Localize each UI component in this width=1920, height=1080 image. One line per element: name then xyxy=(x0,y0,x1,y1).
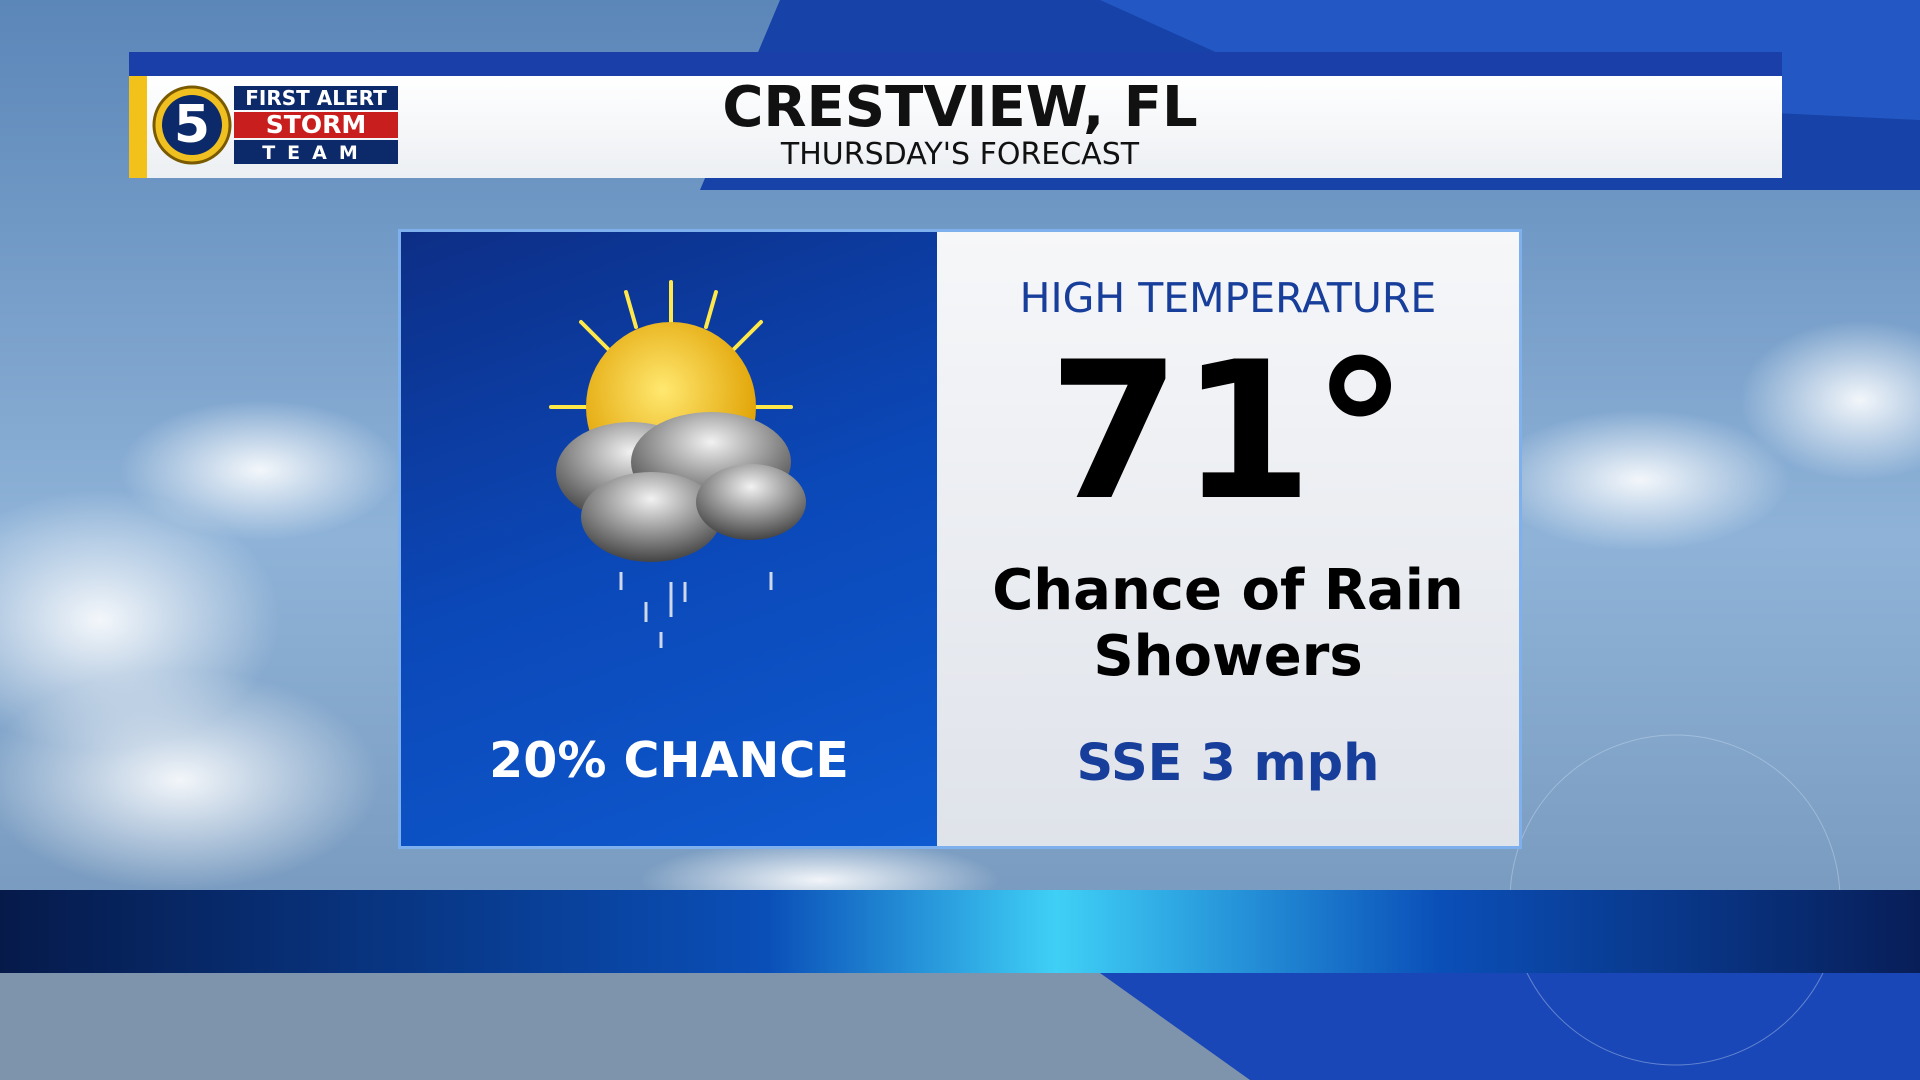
lower-band xyxy=(0,890,1920,973)
logo-disc xyxy=(162,95,222,155)
logo-text: TEAM xyxy=(262,142,370,164)
logo-number: 5 xyxy=(174,95,210,155)
conditions-line: Chance of Rain xyxy=(992,558,1464,623)
subtitle: THURSDAY'S FORECAST xyxy=(780,137,1140,172)
forecast-panel: 20% CHANCE HIGH TEMPERATURE 71° Chance o… xyxy=(398,229,1522,849)
logo-box xyxy=(234,112,398,138)
high-temperature: 71° xyxy=(1048,321,1408,542)
wind: SSE 3 mph xyxy=(1076,734,1380,793)
rain-chance: 20% CHANCE xyxy=(489,732,849,789)
station-logo: 5 FIRST ALERT STORM TEAM xyxy=(152,85,398,165)
logo-box xyxy=(234,140,398,164)
logo-text: STORM xyxy=(266,110,366,139)
details-panel: HIGH TEMPERATURE 71° Chance of Rain Show… xyxy=(937,232,1519,846)
header-bar xyxy=(129,76,1782,178)
logo-box xyxy=(234,86,398,110)
conditions-line: Showers xyxy=(1093,624,1363,689)
logo-text: FIRST ALERT xyxy=(245,86,387,110)
icon-panel: 20% CHANCE xyxy=(401,232,937,846)
weather-icon xyxy=(549,280,806,648)
conditions: Chance of Rain Showers xyxy=(937,558,1519,690)
high-label: HIGH TEMPERATURE xyxy=(1019,274,1437,322)
title: CRESTVIEW, FL xyxy=(722,75,1198,140)
